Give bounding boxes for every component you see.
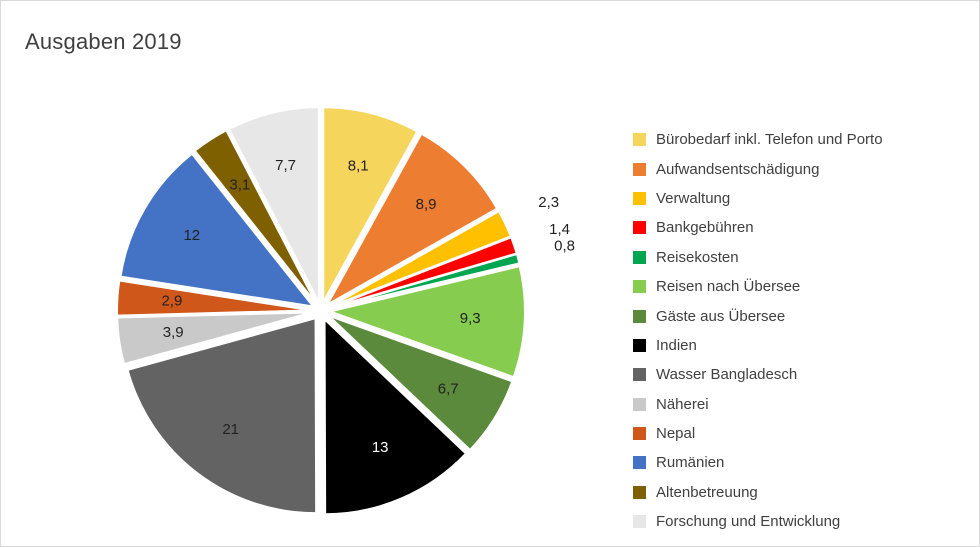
- legend-item[interactable]: Verwaltung: [633, 184, 973, 213]
- legend-item[interactable]: Wasser Bangladesch: [633, 360, 973, 389]
- pie-slice[interactable]: [193, 129, 317, 305]
- pie-chart-svg[interactable]: 8,1 8,9 2,3 1,40,8 9,3 6,7 13 21 3,9 2,9 12 3,1 7,7: [61, 86, 581, 536]
- legend-item[interactable]: Rumänien: [633, 448, 973, 477]
- pie-slice[interactable]: [116, 279, 313, 317]
- pie-data-label: 8,1: [348, 157, 369, 174]
- legend-item[interactable]: Bürobedarf inkl. Telefon und Porto: [633, 125, 973, 154]
- pie-data-label: 2,9: [161, 292, 182, 309]
- legend-item-label: Indien: [656, 336, 697, 354]
- legend-color-swatch: [633, 162, 646, 176]
- legend-item-label: Forschung und Entwicklung: [656, 513, 841, 531]
- legend-color-swatch: [633, 456, 646, 470]
- legend-item[interactable]: Reisen nach Übersee: [633, 272, 973, 301]
- legend-item-label: Reisen nach Übersee: [656, 278, 801, 296]
- legend-item[interactable]: Altenbetreuung: [633, 478, 973, 507]
- pie-slice[interactable]: [322, 106, 419, 303]
- pie-slice[interactable]: [329, 252, 521, 310]
- legend-item-label: Verwaltung: [656, 189, 731, 207]
- legend-item[interactable]: Bankgebühren: [633, 213, 973, 242]
- pie-slice[interactable]: [323, 316, 468, 516]
- legend-item-label: Näherei: [656, 395, 709, 413]
- legend-color-swatch: [633, 368, 646, 382]
- legend-item[interactable]: Forschung und Entwicklung: [633, 507, 973, 536]
- legend-item-label: Reisekosten: [656, 248, 739, 266]
- pie-slice[interactable]: [327, 314, 514, 452]
- legend-item[interactable]: Indien: [633, 331, 973, 360]
- legend-item-label: Nepal: [656, 425, 696, 443]
- legend-color-swatch: [633, 515, 646, 529]
- legend-item[interactable]: Näherei: [633, 390, 973, 419]
- pie-data-label: 0,8: [554, 237, 575, 254]
- chart-title: Ausgaben 2019: [25, 29, 182, 54]
- pie-data-label: 1,4: [549, 221, 570, 238]
- pie-data-label: 3,9: [163, 324, 184, 341]
- legend-item-label: Aufwandsentschädigung: [656, 160, 820, 178]
- legend-item[interactable]: Reisekosten: [633, 243, 973, 272]
- pie-slice[interactable]: [227, 106, 320, 303]
- legend-color-swatch: [633, 250, 646, 264]
- legend-color-swatch: [633, 427, 646, 441]
- pie-data-label: 13: [372, 439, 389, 456]
- legend-color-swatch: [633, 485, 646, 499]
- legend-item[interactable]: Nepal: [633, 419, 973, 448]
- pie-slice[interactable]: [119, 152, 316, 308]
- pie-chart-plot-area[interactable]: 8,1 8,9 2,3 1,4 0,8 9,3 6,7 13 21 3,9 2,9 12 3,1 7,7: [61, 86, 581, 536]
- pie-slice[interactable]: [126, 316, 318, 515]
- legend-item-label: Bürobedarf inkl. Telefon und Porto: [656, 131, 883, 149]
- legend-item-label: Bankgebühren: [656, 219, 754, 237]
- legend-item-label: Rumänien: [656, 454, 725, 472]
- pie-slice[interactable]: [324, 132, 499, 308]
- legend-color-swatch: [633, 133, 646, 147]
- legend-item-label: Altenbetreuung: [656, 483, 758, 501]
- pie-data-label: 12: [183, 227, 200, 244]
- legend-color-swatch: [633, 397, 646, 411]
- pie-data-label: 6,7: [438, 380, 459, 397]
- legend-color-swatch: [633, 191, 646, 205]
- pie-data-label: 2,3: [538, 194, 559, 211]
- pie-slice-group: [116, 106, 526, 516]
- pie-data-label: 8,9: [416, 196, 437, 213]
- legend-item-label: Wasser Bangladesch: [656, 366, 798, 384]
- legend-color-swatch: [633, 221, 646, 235]
- legend-item-label: Gäste aus Übersee: [656, 307, 786, 325]
- pie-slice[interactable]: [326, 264, 526, 379]
- legend-item[interactable]: Aufwandsentschädigung: [633, 154, 973, 183]
- legend-item[interactable]: Gäste aus Übersee: [633, 301, 973, 330]
- pie-slice[interactable]: [116, 311, 313, 366]
- pie-data-label: 7,7: [275, 157, 296, 174]
- pie-data-label-group: 8,1 8,9 2,3 1,40,8 9,3 6,7 13 21 3,9 2,9 12 3,1 7,7: [161, 157, 575, 456]
- legend-color-swatch: [633, 280, 646, 294]
- pie-data-label: 21: [222, 421, 239, 438]
- pie-data-label: 3,1: [229, 177, 250, 194]
- pie-slice[interactable]: [328, 209, 513, 309]
- pie-data-label: 9,3: [460, 310, 481, 327]
- legend-color-swatch: [633, 338, 646, 352]
- legend-color-swatch: [633, 309, 646, 323]
- chart-legend: Bürobedarf inkl. Telefon und Porto Aufwan…: [633, 125, 973, 536]
